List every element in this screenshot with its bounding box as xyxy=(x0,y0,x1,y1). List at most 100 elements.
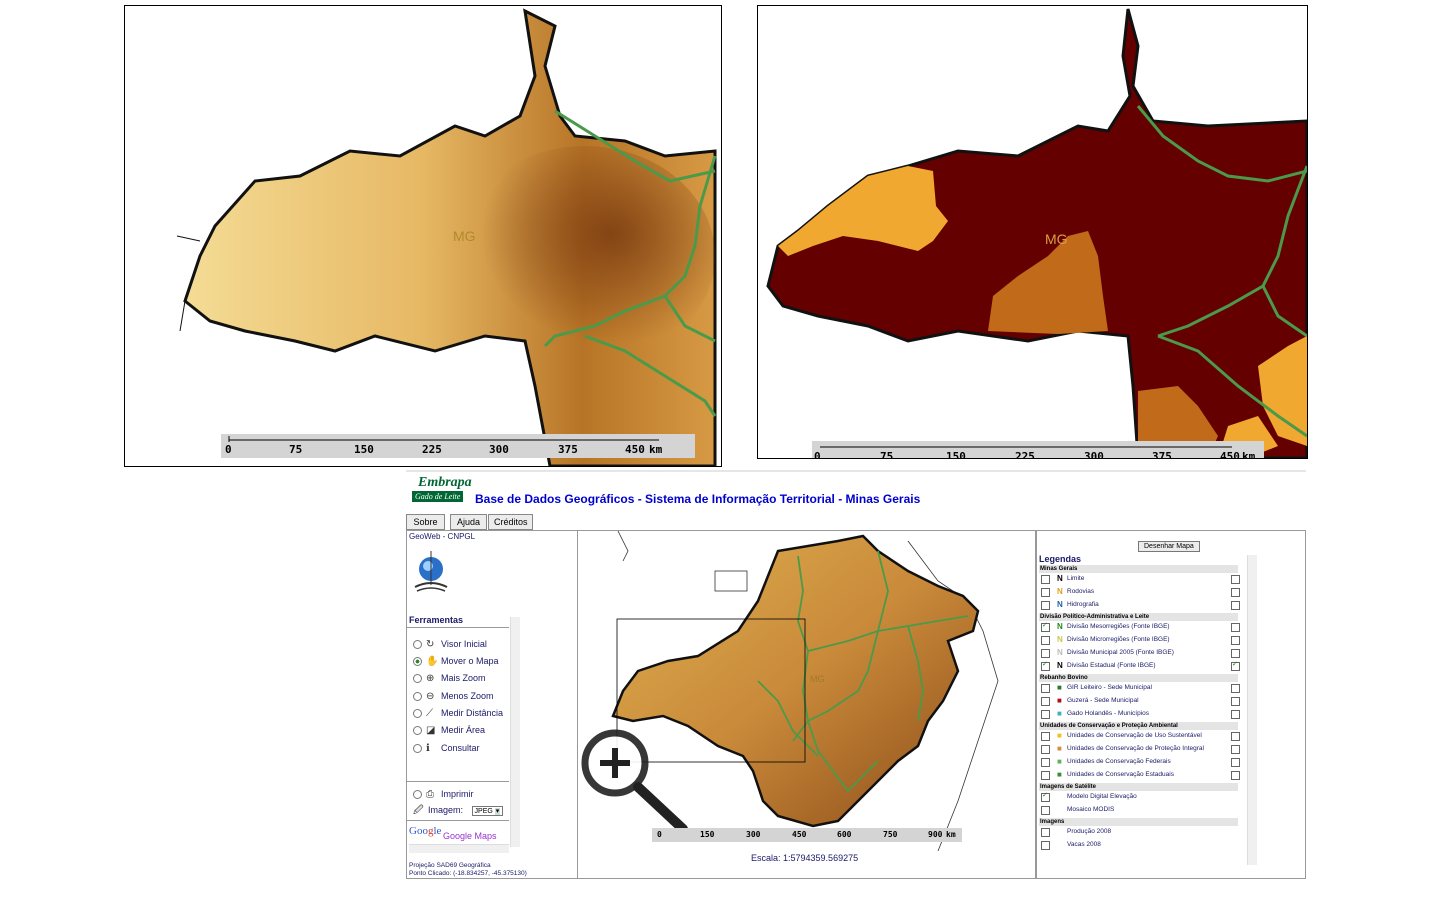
legend-checkbox[interactable] xyxy=(1041,828,1050,837)
geoweb-app: Embrapa Gado de Leite Base de Dados Geog… xyxy=(406,470,1306,880)
tool-zoom-in[interactable]: ⊕ Mais Zoom xyxy=(413,673,486,684)
tool-label: Medir Distância xyxy=(441,708,504,718)
highland-shade xyxy=(455,146,715,366)
legend-checkbox[interactable] xyxy=(1041,636,1050,645)
legend-checkbox[interactable] xyxy=(1041,710,1050,719)
scale-tick: 300 xyxy=(746,830,761,839)
scale-tick: 450 xyxy=(1220,450,1240,459)
scale-tick: 0 xyxy=(814,450,821,459)
hand-icon: ✋ xyxy=(426,656,439,667)
tool-measure-distance[interactable]: ⟋ Medir Distância xyxy=(413,708,503,719)
legend-label: Divisão Microrregiões (Fonte IBGE) xyxy=(1067,636,1170,643)
image-icon: 🖉 xyxy=(413,805,424,816)
tool-measure-area[interactable]: ◪ Medir Área xyxy=(413,725,485,736)
legend-checkbox[interactable] xyxy=(1041,841,1050,850)
legend-item: Modelo Digital Elevação xyxy=(1041,791,1241,802)
tool-label: Medir Área xyxy=(441,725,486,735)
legend-label-checkbox[interactable] xyxy=(1231,684,1240,693)
legend-swatch-icon: ■ xyxy=(1057,770,1062,779)
right-panel: Desenhar Mapa Legendas Minas Gerais N Limi… xyxy=(1036,530,1306,879)
info-icon: ℹ xyxy=(426,743,430,754)
mesoregion-border xyxy=(1136,105,1307,183)
google-maps-link[interactable]: Google Maps xyxy=(443,831,497,841)
tool-initial-view[interactable]: ↻ Visor Inicial xyxy=(413,639,487,650)
image-format-value: JPEG xyxy=(474,808,493,815)
tool-zoom-out[interactable]: ⊖ Menos Zoom xyxy=(413,691,494,702)
legend-checkbox[interactable] xyxy=(1041,601,1050,610)
legend-checkbox[interactable] xyxy=(1041,588,1050,597)
legend-checkbox[interactable] xyxy=(1041,771,1050,780)
legend-checkbox[interactable] xyxy=(1041,806,1050,815)
legend-label-checkbox[interactable] xyxy=(1231,745,1240,754)
legend-label-checkbox[interactable] xyxy=(1231,601,1240,610)
tool-radio[interactable] xyxy=(413,744,422,754)
legend-checkbox[interactable] xyxy=(1041,621,1050,632)
legend-label-checkbox[interactable] xyxy=(1231,575,1240,584)
legend-label-checkbox[interactable] xyxy=(1231,771,1240,780)
map-panel[interactable]: MG 0 150 300 450 600 750 900 km Escala: … xyxy=(577,530,1036,879)
legend-label-checkbox[interactable] xyxy=(1231,588,1240,597)
zoom-in-icon: ⊕ xyxy=(426,673,435,684)
tools-divider xyxy=(407,781,509,782)
legend-item: Mosaico MODIS xyxy=(1041,805,1241,815)
legend-checkbox[interactable] xyxy=(1041,745,1050,754)
tool-pan[interactable]: ✋ Mover o Mapa xyxy=(413,656,499,667)
neighbor-box xyxy=(714,570,748,592)
tool-radio[interactable] xyxy=(413,726,422,736)
legend-label-checkbox[interactable] xyxy=(1231,660,1240,671)
tool-radio[interactable] xyxy=(413,692,422,702)
tool-radio[interactable] xyxy=(413,657,422,667)
draw-map-button[interactable]: Desenhar Mapa xyxy=(1138,541,1200,552)
scale-tick: 600 xyxy=(837,830,852,839)
print-radio[interactable] xyxy=(413,790,422,800)
scale-tick: 900 xyxy=(928,830,943,839)
mesoregion-border xyxy=(807,720,879,793)
tool-radio[interactable] xyxy=(413,674,422,684)
tools-scrollbar[interactable] xyxy=(510,617,520,847)
scale-tick: 300 xyxy=(1084,450,1104,459)
legend-label: Divisão Municipal 2005 (Fonte IBGE) xyxy=(1067,649,1174,656)
legend-checkbox[interactable] xyxy=(1041,697,1050,706)
print-option[interactable]: ⎙ Imprimir xyxy=(413,789,474,800)
legend-checkbox[interactable] xyxy=(1041,732,1050,741)
legend-swatch-icon: ■ xyxy=(1057,731,1062,740)
legend-label-checkbox[interactable] xyxy=(1231,697,1240,706)
legend-checkbox[interactable] xyxy=(1041,791,1050,802)
legend-swatch-icon: N xyxy=(1057,635,1063,644)
legend-label-checkbox[interactable] xyxy=(1231,636,1240,645)
legend-swatch-icon: ■ xyxy=(1057,683,1062,692)
legend-swatch-icon: ■ xyxy=(1057,696,1062,705)
horizontal-scrollbar[interactable] xyxy=(409,844,509,853)
terrain-map-svg xyxy=(176,8,717,466)
legend-checkbox[interactable] xyxy=(1041,660,1050,671)
legend-checkbox[interactable] xyxy=(1041,575,1050,584)
about-button[interactable]: Sobre xyxy=(406,514,445,530)
legend-label-checkbox[interactable] xyxy=(1231,710,1240,719)
main-map-svg[interactable] xyxy=(578,531,1035,878)
image-format-select[interactable]: JPEG ▾ xyxy=(471,806,504,816)
help-button[interactable]: Ajuda xyxy=(450,514,487,530)
page-title: Base de Dados Geográficos - Sistema de I… xyxy=(475,492,921,506)
legend-section-header: Imagens xyxy=(1039,818,1238,826)
globe-icon xyxy=(414,551,448,592)
image-format-row: 🖉 Imagem: JPEG ▾ xyxy=(413,803,504,820)
tool-query[interactable]: ℹ Consultar xyxy=(413,743,480,754)
scale-tick: 75 xyxy=(880,450,894,459)
tool-radio[interactable] xyxy=(413,640,422,650)
legend-swatch-icon: ■ xyxy=(1057,757,1062,766)
legend-label-checkbox[interactable] xyxy=(1231,758,1240,767)
credits-button[interactable]: Créditos xyxy=(488,514,533,530)
area-icon: ◪ xyxy=(426,725,436,736)
legend-checkbox[interactable] xyxy=(1041,758,1050,767)
legend-label-checkbox[interactable] xyxy=(1231,623,1240,632)
legend-swatch-icon: N xyxy=(1057,587,1063,596)
scale-tick: 225 xyxy=(1015,450,1035,459)
scale-tick: 375 xyxy=(558,443,578,456)
legend-label-checkbox[interactable] xyxy=(1231,732,1240,741)
tool-radio[interactable] xyxy=(413,709,422,719)
legend-label-checkbox[interactable] xyxy=(1231,649,1240,658)
legend-checkbox[interactable] xyxy=(1041,649,1050,658)
legend-scrollbar[interactable] xyxy=(1247,555,1257,865)
legend-checkbox[interactable] xyxy=(1041,684,1050,693)
top-left-map: MG 0 75 150 225 300 375 450 km xyxy=(124,5,722,467)
